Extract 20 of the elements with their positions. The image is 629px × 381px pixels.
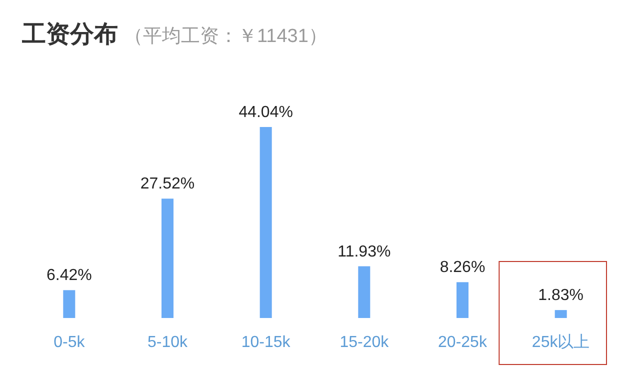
bar bbox=[554, 310, 567, 318]
x-tick-label: 5-10k bbox=[147, 334, 189, 351]
data-label: 27.52% bbox=[140, 176, 195, 193]
bar bbox=[456, 282, 468, 318]
bar bbox=[63, 290, 76, 318]
data-label: 44.04% bbox=[238, 104, 293, 121]
bar bbox=[162, 198, 174, 318]
x-tick-label: 0-5k bbox=[54, 334, 86, 351]
x-tick-label: 15-20k bbox=[340, 334, 390, 351]
x-tick-label: 25k以上 bbox=[532, 333, 590, 351]
x-tick-label: 10-15k bbox=[241, 334, 292, 351]
data-label: 1.83% bbox=[538, 287, 584, 304]
bar bbox=[260, 127, 272, 318]
chart-subtitle: （平均工资：￥11431） bbox=[124, 26, 328, 47]
x-tick-label: 20-25k bbox=[438, 334, 488, 351]
data-label: 8.26% bbox=[440, 259, 486, 276]
chart-title: 工资分布 bbox=[21, 21, 118, 48]
bar bbox=[358, 266, 370, 318]
data-label: 6.42% bbox=[46, 267, 92, 284]
data-label: 11.93% bbox=[338, 243, 391, 260]
